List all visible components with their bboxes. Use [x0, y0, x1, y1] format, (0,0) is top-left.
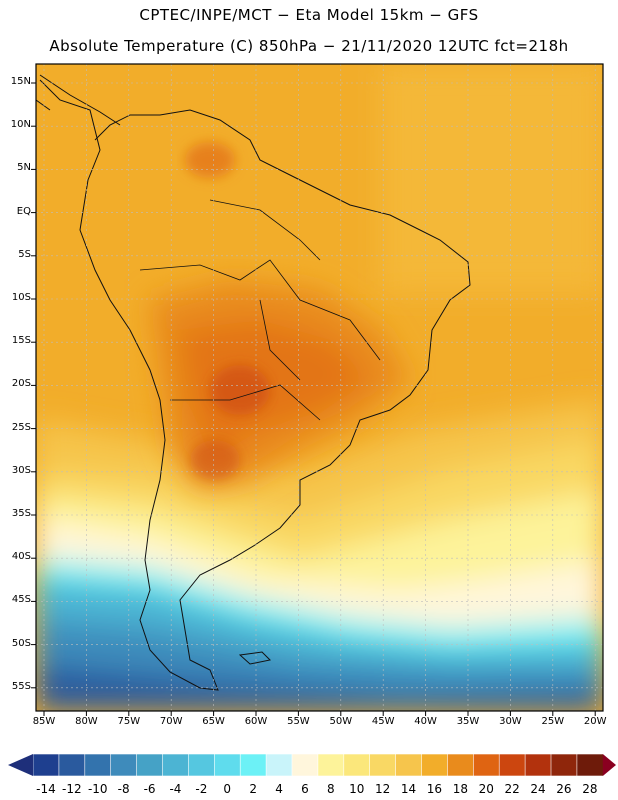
lat-label: 10S — [11, 292, 31, 303]
colorbar-label: -2 — [195, 782, 208, 796]
lon-label: 45W — [371, 716, 395, 727]
colorbar-label: 6 — [301, 782, 309, 796]
colorbar-swatch — [395, 753, 423, 777]
colorbar-swatch — [447, 753, 475, 777]
colorbar-label: -14 — [36, 782, 56, 796]
colorbar-label: 0 — [223, 782, 232, 796]
colorbar-swatch — [524, 753, 552, 777]
colorbar-label: -12 — [62, 782, 82, 796]
colorbar-swatch — [110, 753, 138, 777]
colorbar-label: 20 — [478, 782, 494, 796]
colorbar-label: -10 — [87, 782, 108, 796]
lon-label: 60W — [244, 716, 268, 727]
colorbar-swatch — [239, 753, 267, 777]
colorbar-swatch — [421, 753, 449, 777]
lon-label: 65W — [202, 716, 225, 727]
colorbar-swatch — [84, 753, 112, 777]
colorbar-swatch — [576, 753, 604, 777]
lat-label: 35S — [11, 508, 31, 519]
colorbar-swatch — [214, 753, 242, 777]
colorbar-label: 18 — [452, 782, 468, 796]
colorbar-label: 2 — [249, 782, 257, 796]
lon-label: 35W — [456, 716, 480, 727]
lat-label: 10N — [10, 119, 31, 131]
colorbar-label: 16 — [426, 782, 443, 796]
colorbar-swatch — [265, 753, 293, 777]
colorbar-label: 26 — [556, 782, 572, 796]
colorbar-label: 28 — [582, 782, 598, 796]
lat-label: 50S — [11, 637, 31, 649]
colorbar-swatch — [188, 753, 216, 777]
colorbar-swatch — [550, 753, 578, 777]
colorbar-over-arrow — [602, 754, 616, 776]
colorbar-label: 4 — [275, 782, 283, 796]
colorbar-swatch — [291, 753, 319, 777]
colorbar-swatch — [162, 753, 190, 777]
lat-label: EQ — [16, 205, 31, 217]
lon-label: 50W — [329, 716, 353, 727]
lat-label: 15N — [10, 76, 31, 87]
colorbar-label: -8 — [117, 782, 130, 796]
colorbar — [8, 753, 616, 777]
chart-title-line1: CPTEC/INPE/MCT − Eta Model 15km − GFS — [139, 6, 479, 24]
colorbar-swatch — [136, 753, 164, 777]
lat-label: 5N — [17, 162, 31, 174]
colorbar-swatch — [317, 753, 345, 777]
colorbar-label: -6 — [143, 782, 156, 796]
colorbar-swatch — [472, 753, 500, 777]
colorbar-label: -4 — [169, 782, 182, 796]
colorbar-swatch — [58, 753, 86, 777]
colorbar-label: 24 — [530, 782, 546, 796]
lat-label: 45S — [11, 594, 31, 606]
colorbar-label: 10 — [349, 782, 365, 796]
lon-label: 55W — [287, 716, 310, 727]
lat-label: 25S — [11, 421, 31, 433]
lat-label: 55S — [11, 680, 31, 692]
temperature-field — [36, 64, 603, 711]
lat-label: 5S — [18, 248, 31, 260]
colorbar-label: 12 — [375, 782, 391, 796]
colorbar-swatch — [343, 753, 371, 777]
lon-label: 75W — [117, 716, 141, 727]
lon-label: 80W — [75, 716, 98, 727]
lat-label: 30S — [11, 464, 31, 476]
lon-label: 25W — [541, 716, 565, 727]
colorbar-under-arrow — [8, 754, 33, 776]
axis-ticks — [31, 82, 596, 716]
colorbar-swatch — [32, 753, 60, 777]
colorbar-swatch — [498, 753, 526, 777]
lon-label: 30W — [499, 716, 522, 727]
lat-label: 40S — [11, 551, 31, 563]
chart-title-line2: Absolute Temperature (C) 850hPa − 21/11/… — [49, 37, 569, 55]
colorbar-swatch — [369, 753, 397, 777]
coastline — [39, 79, 471, 691]
lat-label: 20S — [11, 378, 31, 390]
lat-label: 15S — [11, 335, 31, 347]
colorbar-label: 8 — [327, 782, 335, 796]
lon-label: 40W — [414, 716, 437, 727]
lon-label: 20W — [583, 716, 607, 727]
lon-label: 85W — [32, 716, 56, 727]
lon-label: 70W — [159, 716, 183, 727]
map-frame — [35, 63, 604, 712]
colorbar-label: 14 — [400, 782, 417, 796]
colorbar-label: 22 — [504, 782, 520, 796]
